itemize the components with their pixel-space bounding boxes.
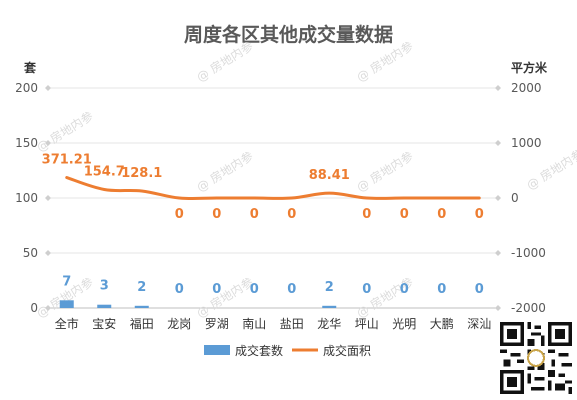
bar: [322, 305, 337, 308]
y-right-tick-marker: [495, 195, 501, 201]
x-tick-label: 宝安: [92, 316, 116, 331]
y-left-tick-marker: [45, 250, 51, 256]
bar-data-label: 2: [325, 280, 334, 295]
y-left-tick-label: 0: [30, 301, 38, 315]
bar-data-label: 0: [475, 282, 484, 297]
line-data-label: 0: [475, 207, 484, 222]
bar-data-label: 0: [437, 282, 446, 297]
y-left-tick-marker: [45, 195, 51, 201]
bar-data-label: 0: [400, 282, 409, 297]
y-right-tick-label: 0: [511, 191, 519, 205]
x-tick-label: 大鹏: [430, 317, 454, 331]
qr-code-icon: [500, 322, 572, 394]
legend-bar-swatch: [204, 345, 230, 355]
axes: 050100150200-2000-1000010002000全市 宝安 福田 龙岗罗…: [15, 81, 546, 331]
line-data-label: 0: [212, 207, 221, 222]
bar-data-label: 2: [137, 280, 146, 295]
bar-data-label: 0: [362, 282, 371, 297]
x-tick-label: 坪山: [355, 317, 379, 331]
y-left-tick-label: 150: [15, 136, 38, 150]
right-axis-unit: 平方米: [511, 61, 548, 75]
y-right-tick-label: -2000: [511, 301, 546, 315]
watermark-text: @ 房地内参: [194, 148, 256, 195]
bar-data-label: 3: [100, 279, 109, 294]
area-line: [65, 176, 481, 201]
y-right-tick-label: 1000: [511, 136, 542, 150]
bar: [134, 305, 149, 308]
legend-line-label: 成交面积: [323, 343, 371, 358]
y-right-tick-marker: [495, 250, 501, 256]
x-tick-label: 龙华: [317, 317, 341, 331]
x-tick-label: 深汕: [467, 317, 491, 331]
x-tick-label: 龙岗: [167, 317, 191, 331]
watermark-text: @ 房地内参: [354, 148, 416, 195]
line-data-label: 88.41: [309, 168, 350, 183]
line-data-label: 0: [287, 207, 296, 222]
y-right-tick-marker: [495, 140, 501, 146]
y-right-tick-marker: [495, 305, 501, 311]
y-left-tick-label: 200: [15, 81, 38, 95]
watermark-text: @ 房地内参: [34, 108, 96, 155]
bar-data-label: 0: [175, 282, 184, 297]
x-tick-label: 罗湖: [205, 316, 229, 331]
bar-data-label: 0: [287, 282, 296, 297]
legend-bar-label: 成交套数: [235, 343, 283, 358]
bar: [59, 300, 74, 308]
line-data-label: 0: [175, 207, 184, 222]
left-axis-unit: 套: [24, 61, 37, 75]
x-tick-label: 盐田: [280, 317, 304, 331]
legend: 成交套数 成交面积: [204, 343, 371, 358]
bar: [97, 304, 112, 308]
x-tick-label: 福田: [130, 316, 154, 331]
y-right-tick-label: 2000: [511, 81, 542, 95]
chart-title: 周度各区其他成交量数据: [183, 24, 393, 46]
x-tick-label: 南山: [242, 316, 266, 331]
line-data-label: 0: [250, 207, 259, 222]
y-left-tick-marker: [45, 140, 51, 146]
watermark-text: @ 房地内参: [354, 274, 416, 321]
bar-data-label: 0: [250, 282, 259, 297]
bar-data-label: 0: [212, 282, 221, 297]
watermark-text: @ 房地内参: [524, 146, 577, 193]
x-tick-label: 全市: [55, 316, 79, 331]
watermark-text: @ 房地内参: [194, 38, 256, 85]
y-right-tick-label: -1000: [511, 246, 546, 260]
y-left-tick-marker: [45, 85, 51, 91]
y-left-tick-label: 50: [23, 246, 38, 260]
line-data-label: 154.7: [84, 164, 125, 179]
line-data-label: 0: [437, 207, 446, 222]
x-tick-label: 光明: [392, 317, 416, 331]
line-data-label: 371.21: [42, 153, 92, 168]
line-data-label: 0: [400, 207, 409, 222]
grid-lines: [48, 87, 498, 309]
watermark-text: @ 房地内参: [194, 274, 256, 321]
bar-data-label: 7: [62, 274, 71, 289]
line-data-label: 0: [362, 207, 371, 222]
y-right-tick-marker: [495, 85, 501, 91]
y-left-tick-label: 100: [15, 191, 38, 205]
bar-series: 7 3 2 0 0 0 0 2 0 0 0 0: [59, 274, 484, 308]
watermark-text: @ 房地内参: [354, 38, 416, 85]
y-left-tick-marker: [45, 305, 51, 311]
line-data-label: 128.1: [121, 166, 162, 181]
